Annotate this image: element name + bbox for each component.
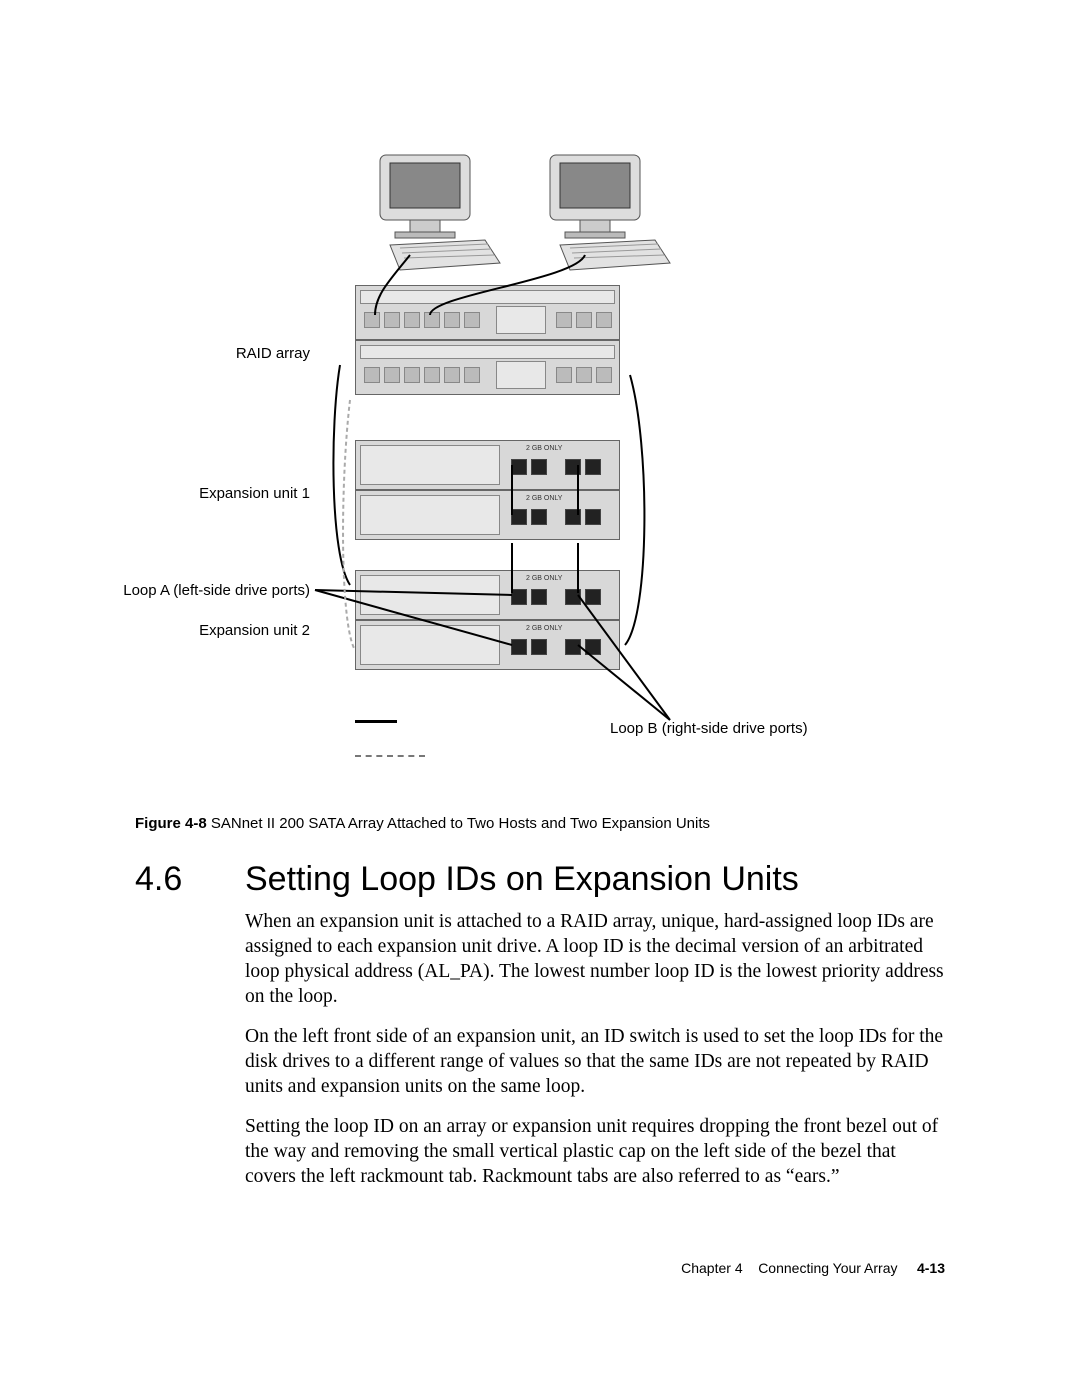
gb-only-label: 2 GB ONLY xyxy=(526,445,562,452)
expansion2-label: Expansion unit 2 xyxy=(190,622,310,639)
document-page: 2 GB ONLY 2 GB ONLY 2 GB ONL xyxy=(0,0,1080,1397)
body-paragraph-3: Setting the loop ID on an array or expan… xyxy=(245,1115,945,1190)
loop-b-label: Loop B (right-side drive ports) xyxy=(610,720,808,737)
figure-caption-label: Figure 4-8 xyxy=(135,815,207,832)
raid-controller-top xyxy=(355,285,620,340)
footer-page-num: 4-13 xyxy=(917,1260,945,1276)
heading-number: 4.6 xyxy=(135,860,245,899)
gb-only-label: 2 GB ONLY xyxy=(526,625,562,632)
body-paragraph-1: When an expansion unit is attached to a … xyxy=(245,910,945,1010)
footer-chapter-title: Connecting Your Array xyxy=(758,1260,897,1276)
expansion1-top: 2 GB ONLY xyxy=(355,440,620,490)
body-paragraph-2: On the left front side of an expansion u… xyxy=(245,1025,945,1100)
legend-bar-dashed xyxy=(355,755,425,757)
footer-chapter-num: 4 xyxy=(735,1260,743,1276)
expansion1-bottom: 2 GB ONLY xyxy=(355,490,620,540)
page-footer: Chapter 4 Connecting Your Array 4-13 xyxy=(681,1260,945,1276)
figure-diagram: 2 GB ONLY 2 GB ONLY 2 GB ONL xyxy=(130,145,950,805)
expansion1-label: Expansion unit 1 xyxy=(190,485,310,502)
section-heading: 4.6 Setting Loop IDs on Expansion Units xyxy=(135,860,955,899)
expansion2-top: 2 GB ONLY xyxy=(355,570,620,620)
raid-array-label: RAID array xyxy=(230,345,310,362)
raid-controller-bottom xyxy=(355,340,620,395)
loop-a-label: Loop A (left-side drive ports) xyxy=(110,582,310,599)
gb-only-label: 2 GB ONLY xyxy=(526,495,562,502)
figure-caption: Figure 4-8 SANnet II 200 SATA Array Atta… xyxy=(135,815,955,832)
heading-title: Setting Loop IDs on Expansion Units xyxy=(245,860,799,899)
footer-chapter-word: Chapter xyxy=(681,1260,731,1276)
diagram-frame: 2 GB ONLY 2 GB ONLY 2 GB ONL xyxy=(130,145,950,805)
host-computer-icon xyxy=(360,145,510,275)
legend-bar-solid xyxy=(355,720,397,723)
host-computer-icon xyxy=(530,145,680,275)
figure-caption-text: SANnet II 200 SATA Array Attached to Two… xyxy=(211,815,710,832)
expansion2-bottom: 2 GB ONLY xyxy=(355,620,620,670)
gb-only-label: 2 GB ONLY xyxy=(526,575,562,582)
